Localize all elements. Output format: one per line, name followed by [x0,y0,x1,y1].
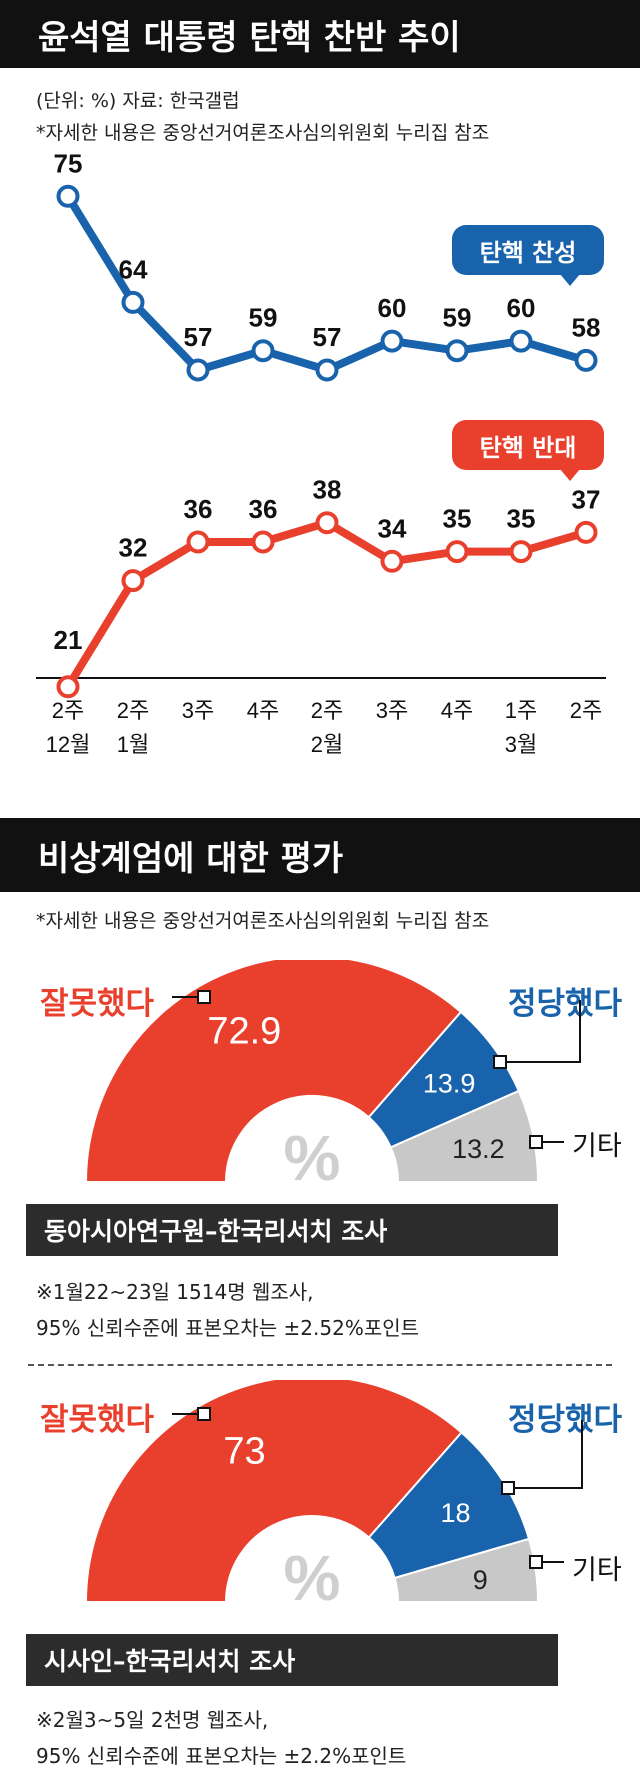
poll1-source-bar: 동아시아연구원–한국리서치 조사 [26,1204,558,1256]
poll2-source-bar: 시사인–한국리서치 조사 [26,1634,558,1686]
right-leader-marker [501,1481,515,1495]
support-data-label: 59 [249,303,278,333]
right-leader-line [508,1420,583,1489]
oppose-point [445,540,469,564]
support-point [56,184,80,208]
poll1-gauge-chart: 72.9 13.9 13.2% [84,960,581,1190]
support-point [574,348,598,372]
support-point [121,290,145,314]
gauge-value-other: 9 [473,1565,488,1595]
oppose-point [121,569,145,593]
poll2-gauge-chart: 73 18 9% [84,1380,583,1610]
support-data-label: 58 [572,312,601,342]
poll2-other-label: 기타 [572,1555,622,1586]
right-leader-marker [493,1055,507,1069]
poll2-detail-2: 95% 신뢰수준에 표본오차는 ±2.2%포인트 [36,1744,407,1768]
gauge-value-right: 18 [440,1498,470,1528]
x-tick-label: 4주 [247,698,279,723]
x-tick-label: 2주 [117,698,149,723]
gauge-unit-symbol: % [284,1122,341,1190]
oppose-legend-bubble: 탄핵 반대 [452,420,604,481]
poll2-wrong-label: 잘못했다 [40,1402,155,1438]
x-tick-label: 2주 [570,698,602,723]
gauge-segment-wrong [84,1380,463,1603]
support-point [380,329,404,353]
poll1-wrong-label: 잘못했다 [40,986,155,1022]
other-leader-marker [529,1135,543,1149]
poll2-source: 시사인–한국리서치 조사 [44,1647,296,1676]
poll2-right-label: 정당했다 [508,1402,623,1438]
oppose-point [56,675,80,699]
oppose-legend-label: 탄핵 반대 [479,433,577,462]
unit-source-note: (단위: %) 자료: 한국갤럽 [36,90,240,112]
x-tick-month-label: 2월 [311,732,343,757]
poll1-detail-1: ※1월22~23일 1514명 웹조사, [36,1280,314,1304]
other-leader-marker [529,1555,543,1569]
oppose-point [509,540,533,564]
impeachment-trend-chart: 75 64 57 59 57 60 59 60 58 21 32 36 36 38 34 35 35 37 2주 12… [36,148,606,757]
x-tick-label: 2주 [52,698,84,723]
gauge-value-wrong: 72.9 [207,1011,281,1053]
right-leader-line [500,1000,581,1063]
gauge-value-other: 13.2 [452,1134,505,1164]
oppose-point [315,511,339,535]
support-data-label: 75 [54,148,83,178]
oppose-point [574,520,598,544]
poll1-source: 동아시아연구원–한국리서치 조사 [44,1217,388,1246]
oppose-data-label: 21 [54,625,83,655]
page-title: 윤석열 대통령 탄핵 찬반 추이 [0,0,640,68]
oppose-data-label: 36 [249,494,278,524]
support-data-label: 64 [119,254,148,284]
x-tick-label: 3주 [182,698,214,723]
x-tick-label: 1주 [505,698,537,723]
gauge-value-right: 13.9 [423,1068,476,1098]
wrong-leader-marker [197,1407,211,1421]
support-point [509,329,533,353]
poll1-detail-2: 95% 신뢰수준에 표본오차는 ±2.52%포인트 [36,1316,420,1340]
support-legend-bubble: 탄핵 찬성 [452,225,604,286]
x-tick-label: 2주 [311,698,343,723]
support-point [186,358,210,382]
gauge-unit-symbol: % [284,1542,341,1610]
support-legend-label: 탄핵 찬성 [479,238,577,267]
poll2-detail-1: ※2월3~5일 2천명 웹조사, [36,1708,269,1732]
support-data-label: 57 [184,322,213,352]
support-point [251,339,275,363]
poll1-right-label: 정당했다 [508,986,623,1022]
oppose-data-label: 37 [572,484,601,514]
oppose-data-label: 36 [184,494,213,524]
support-point [445,339,469,363]
poll1-other-label: 기타 [572,1131,622,1162]
oppose-point [186,530,210,554]
gauge-value-wrong: 73 [223,1431,265,1473]
oppose-data-label: 35 [507,504,536,534]
x-tick-month-label: 3월 [505,732,537,757]
support-data-label: 59 [443,303,472,333]
support-data-label: 60 [507,293,536,323]
support-data-label: 60 [378,293,407,323]
oppose-data-label: 35 [443,504,472,534]
oppose-data-label: 38 [313,475,342,505]
oppose-data-label: 34 [378,513,407,543]
oppose-point [251,530,275,554]
oppose-point [380,549,404,573]
support-point [315,358,339,382]
x-tick-label: 4주 [441,698,473,723]
x-tick-month-label: 12월 [46,732,91,757]
support-data-label: 57 [313,322,342,352]
section2-note: *자세한 내용은 중앙선거여론조사심의위원회 누리집 참조 [36,910,490,932]
reference-note: *자세한 내용은 중앙선거여론조사심의위원회 누리집 참조 [36,122,490,144]
x-tick-month-label: 1월 [117,732,149,757]
gauge-segment-wrong [84,960,463,1183]
x-tick-label: 3주 [376,698,408,723]
section-title: 비상계엄에 대한 평가 [0,818,640,892]
wrong-leader-marker [197,990,211,1004]
oppose-data-label: 32 [119,533,148,563]
section-divider [28,1364,612,1366]
gauge-segment-other [389,1089,540,1183]
